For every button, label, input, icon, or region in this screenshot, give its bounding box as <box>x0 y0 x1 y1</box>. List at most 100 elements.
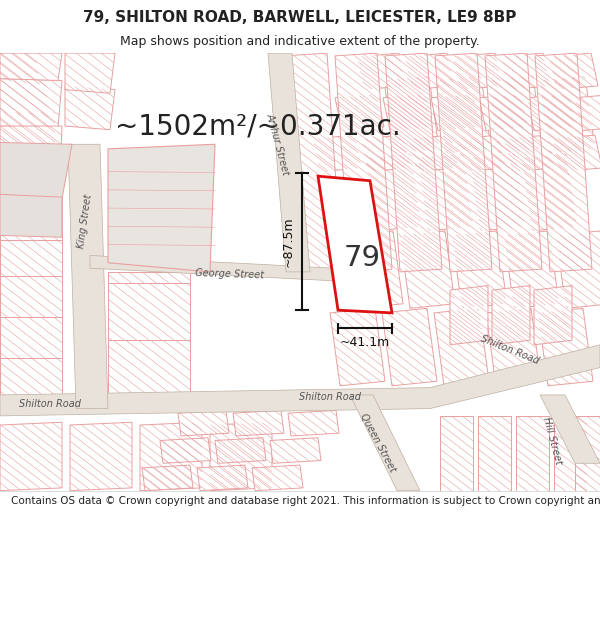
Text: Queen Street: Queen Street <box>358 412 398 474</box>
Polygon shape <box>0 142 72 199</box>
Polygon shape <box>485 53 542 272</box>
Polygon shape <box>538 308 593 386</box>
Polygon shape <box>140 422 202 491</box>
Polygon shape <box>470 153 525 231</box>
Polygon shape <box>210 422 272 491</box>
Polygon shape <box>268 53 310 272</box>
Polygon shape <box>384 76 439 153</box>
Polygon shape <box>350 395 420 491</box>
Polygon shape <box>108 340 190 395</box>
Polygon shape <box>575 94 600 131</box>
Text: King Street: King Street <box>76 194 94 249</box>
Polygon shape <box>492 286 530 345</box>
Polygon shape <box>335 53 392 272</box>
Polygon shape <box>0 422 62 491</box>
Polygon shape <box>452 231 507 308</box>
Text: Map shows position and indicative extent of the property.: Map shows position and indicative extent… <box>120 35 480 48</box>
Polygon shape <box>0 194 62 238</box>
Polygon shape <box>178 411 229 436</box>
Polygon shape <box>504 231 559 308</box>
Text: Shilton Road: Shilton Road <box>19 399 81 409</box>
Polygon shape <box>575 416 600 491</box>
Text: ~87.5m: ~87.5m <box>281 216 295 267</box>
Polygon shape <box>409 135 458 172</box>
Polygon shape <box>453 53 502 89</box>
Polygon shape <box>90 256 372 282</box>
Polygon shape <box>405 53 454 89</box>
Polygon shape <box>285 53 342 272</box>
Polygon shape <box>160 438 211 463</box>
Polygon shape <box>436 76 491 153</box>
Polygon shape <box>330 308 385 386</box>
Polygon shape <box>434 308 489 386</box>
Polygon shape <box>383 94 432 131</box>
Text: Contains OS data © Crown copyright and database right 2021. This information is : Contains OS data © Crown copyright and d… <box>11 496 600 506</box>
Polygon shape <box>0 318 62 359</box>
Polygon shape <box>488 76 543 153</box>
Polygon shape <box>505 135 554 172</box>
Polygon shape <box>478 416 511 491</box>
Polygon shape <box>252 465 303 491</box>
Polygon shape <box>382 308 437 386</box>
Polygon shape <box>435 53 492 272</box>
Polygon shape <box>270 438 321 463</box>
Text: 79: 79 <box>343 244 380 272</box>
Text: ~41.1m: ~41.1m <box>340 336 390 349</box>
Polygon shape <box>556 231 600 308</box>
Polygon shape <box>457 135 506 172</box>
Polygon shape <box>108 282 190 340</box>
Polygon shape <box>385 53 442 272</box>
Polygon shape <box>70 422 132 491</box>
Text: 79, SHILTON ROAD, BARWELL, LEICESTER, LE9 8BP: 79, SHILTON ROAD, BARWELL, LEICESTER, LE… <box>83 9 517 24</box>
Polygon shape <box>366 153 421 231</box>
Polygon shape <box>313 135 362 172</box>
Polygon shape <box>361 135 410 172</box>
Polygon shape <box>501 53 550 89</box>
Polygon shape <box>348 231 403 308</box>
Text: Hill Street: Hill Street <box>541 416 563 466</box>
Polygon shape <box>65 53 115 93</box>
Polygon shape <box>418 153 473 231</box>
Polygon shape <box>0 112 55 149</box>
Polygon shape <box>534 286 572 345</box>
Text: George Street: George Street <box>196 268 265 281</box>
Text: ~1502m²/~0.371ac.: ~1502m²/~0.371ac. <box>115 112 401 140</box>
Polygon shape <box>535 53 592 272</box>
Polygon shape <box>215 438 266 463</box>
Text: Shilton Road: Shilton Road <box>479 333 541 366</box>
Polygon shape <box>440 416 473 491</box>
Polygon shape <box>540 395 600 463</box>
Polygon shape <box>142 465 193 491</box>
Polygon shape <box>108 144 215 272</box>
Polygon shape <box>68 144 108 409</box>
Polygon shape <box>450 286 488 345</box>
Polygon shape <box>540 76 595 153</box>
Polygon shape <box>0 240 62 276</box>
Polygon shape <box>549 53 598 89</box>
Polygon shape <box>0 276 62 318</box>
Polygon shape <box>0 144 62 199</box>
Polygon shape <box>486 308 541 386</box>
Polygon shape <box>233 411 284 436</box>
Polygon shape <box>0 79 62 128</box>
Polygon shape <box>0 345 600 416</box>
Polygon shape <box>65 86 115 129</box>
Polygon shape <box>0 359 62 395</box>
Polygon shape <box>108 272 190 282</box>
Polygon shape <box>335 94 384 131</box>
Polygon shape <box>522 153 577 231</box>
Polygon shape <box>0 53 40 85</box>
Polygon shape <box>0 199 62 240</box>
Polygon shape <box>318 176 392 313</box>
Polygon shape <box>0 53 62 81</box>
Polygon shape <box>357 53 406 89</box>
Polygon shape <box>553 135 600 172</box>
Polygon shape <box>0 126 62 173</box>
Polygon shape <box>554 416 587 491</box>
Polygon shape <box>431 94 480 131</box>
Polygon shape <box>527 94 576 131</box>
Polygon shape <box>197 465 248 491</box>
Polygon shape <box>0 81 50 117</box>
Polygon shape <box>516 416 549 491</box>
Text: Arthur Street: Arthur Street <box>265 112 291 176</box>
